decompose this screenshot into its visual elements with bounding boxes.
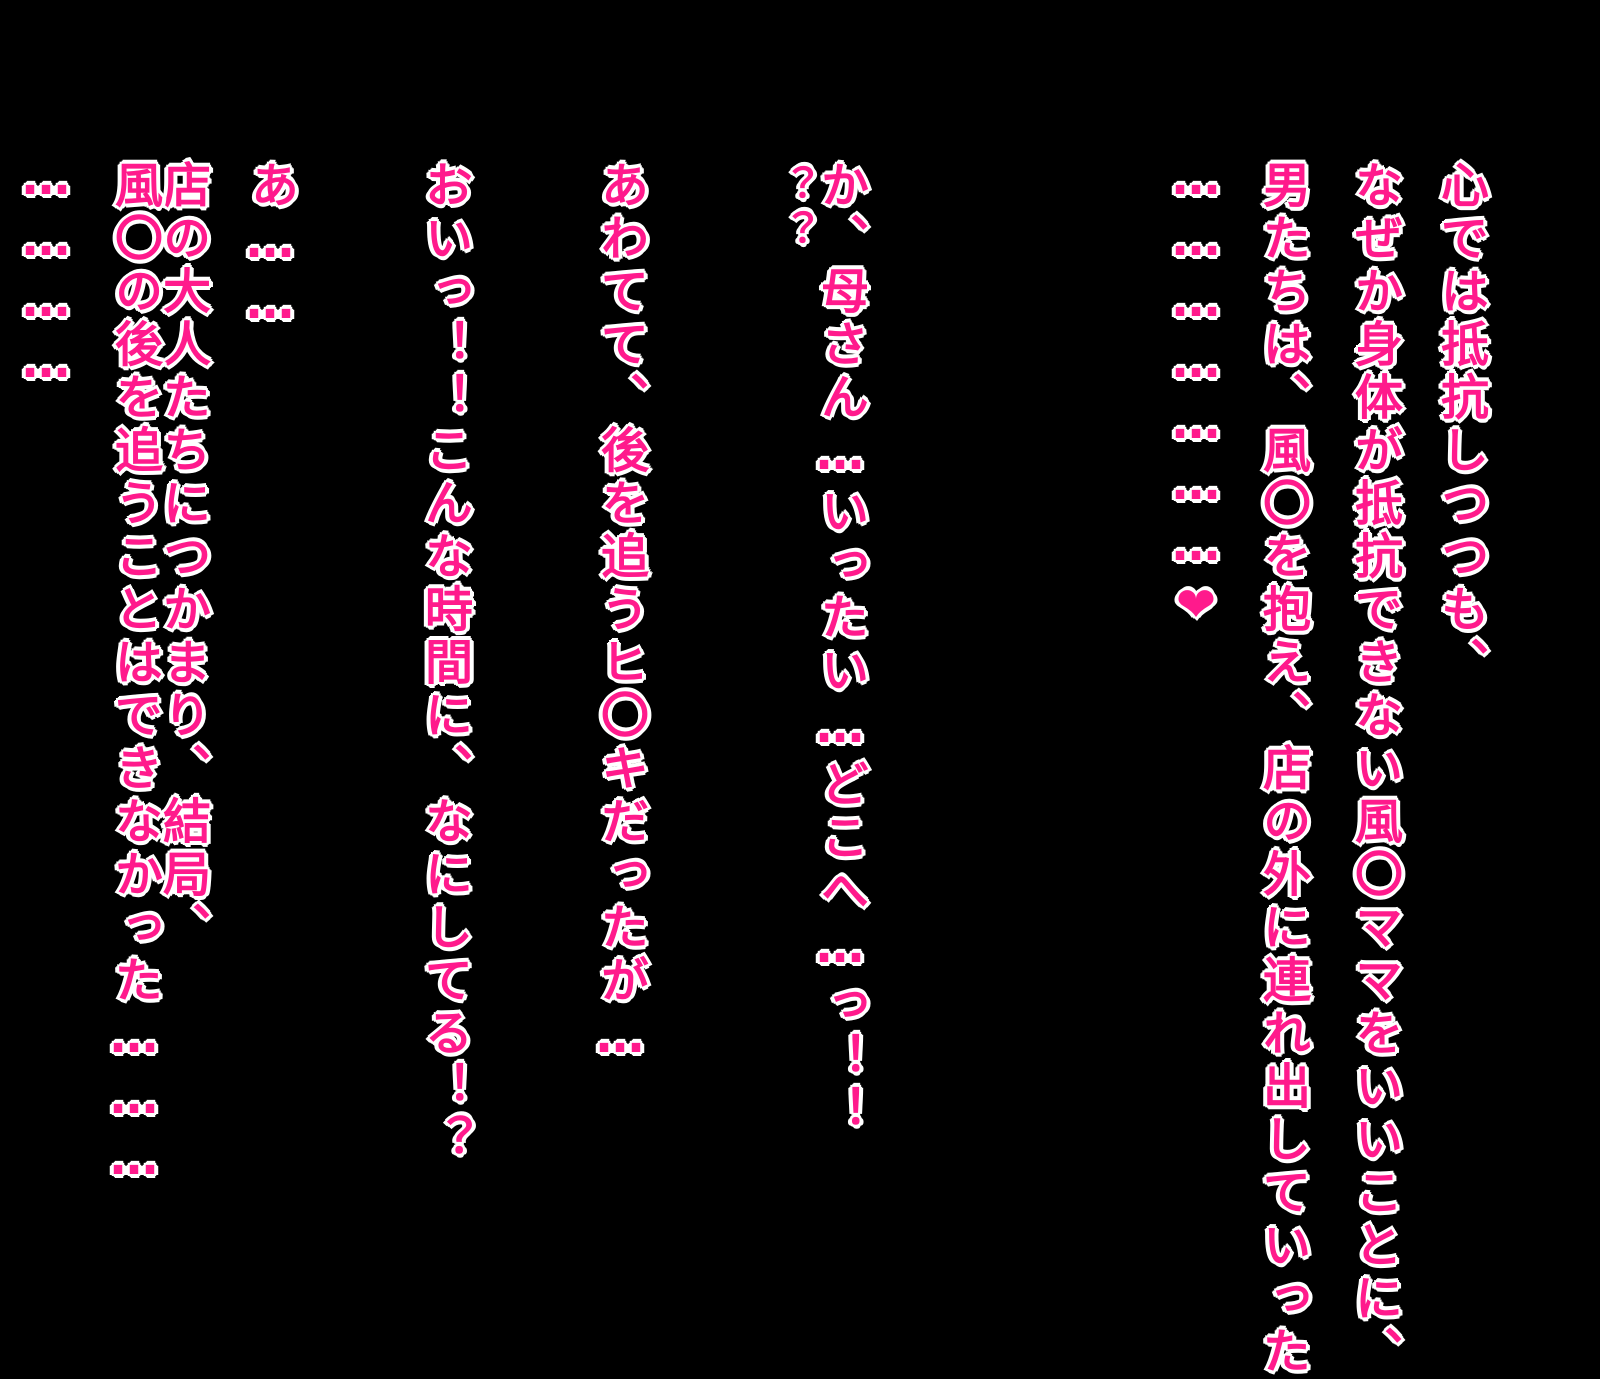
text-line-9: あ…… — [242, 160, 298, 335]
text-line-10: 店の大人たちにつかまり、結局、 — [154, 160, 210, 955]
text-line-11: 風〇の後を追うことはできなかった……… — [106, 160, 162, 1191]
text-line-7: あわてて、後を追うヒ〇キだったが… — [592, 160, 648, 1069]
text-line-4: …………………❤ — [1168, 150, 1224, 638]
text-line-2: なぜか身体が抵抗できない風〇ママをいいことに、 — [1346, 160, 1402, 1379]
heart-icon: ❤ — [1168, 577, 1224, 638]
text-line-3: 男たちは、風〇を抱え、店の外に連れ出していった — [1254, 160, 1310, 1379]
text-line-1: 心では抵抗しつつも、 — [1432, 160, 1488, 690]
ellipsis-dots: ………………… — [1168, 150, 1224, 577]
text-line-6: ？？ — [767, 165, 813, 255]
text-line-8: おいっ！！こんな時間に、なにしてる！？ — [416, 160, 472, 1167]
text-line-12: ………… — [18, 150, 74, 394]
text-line-5: か、母さん…いったい…どこへ…っ！！ — [812, 160, 868, 1138]
